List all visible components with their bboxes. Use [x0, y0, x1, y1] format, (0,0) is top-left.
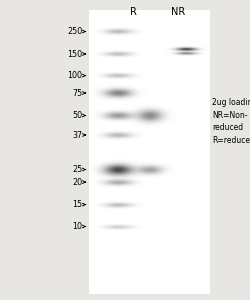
Text: NR: NR	[170, 7, 184, 17]
Text: 50: 50	[72, 111, 82, 120]
Text: 20: 20	[72, 178, 82, 187]
Text: 2ug loading
NR=Non-
reduced
R=reduced: 2ug loading NR=Non- reduced R=reduced	[211, 98, 250, 145]
Text: 75: 75	[72, 88, 82, 98]
Text: 37: 37	[72, 130, 82, 140]
Text: 100: 100	[67, 71, 82, 80]
Text: 150: 150	[67, 50, 82, 58]
Text: R: R	[129, 7, 136, 17]
Text: 250: 250	[67, 27, 82, 36]
Bar	[89, 11, 209, 294]
Text: 25: 25	[72, 165, 82, 174]
Text: 10: 10	[72, 222, 82, 231]
Text: 15: 15	[72, 200, 82, 209]
